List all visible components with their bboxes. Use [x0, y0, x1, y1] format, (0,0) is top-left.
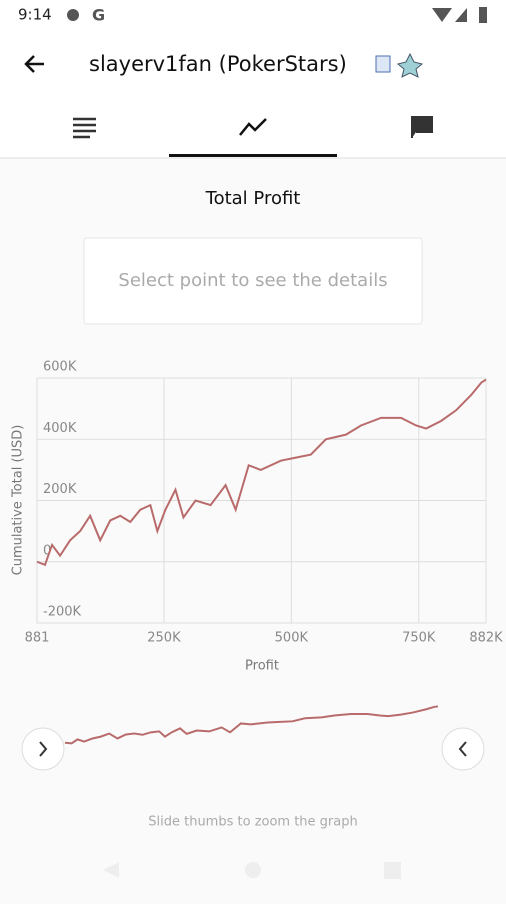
details-card [83, 237, 423, 325]
left-thumb[interactable] [21, 727, 65, 771]
status-time: 9:14 [18, 6, 52, 24]
y-tick-label: 0 [43, 543, 51, 558]
x-tick-label: 500K [275, 631, 309, 646]
star-icon[interactable] [396, 52, 424, 78]
tab-indicator [169, 154, 337, 157]
y-tick-label: 400K [43, 421, 77, 436]
zoom-hint: Slide thumbs to zoom the graph [148, 815, 358, 830]
page-title: slayerv1fan (PokerStars) [89, 52, 347, 76]
battery-icon [479, 7, 487, 23]
x-tick-label: 250K [147, 631, 181, 646]
settings-icon [67, 9, 79, 21]
notes-icon[interactable] [375, 55, 391, 73]
app-bar [0, 0, 506, 158]
x-tick-label: 750K [402, 631, 436, 646]
navigator-line [64, 705, 439, 745]
nav-home[interactable] [245, 862, 261, 878]
x-tick-label: 882K [469, 631, 503, 646]
list-tab[interactable] [73, 117, 96, 139]
chart-title: Total Profit [205, 188, 301, 209]
right-thumb[interactable] [441, 727, 485, 771]
x-axis-label: Profit [245, 659, 279, 674]
nav-back[interactable] [103, 862, 119, 878]
profit-line [36, 378, 487, 567]
flag-tab[interactable] [411, 116, 433, 138]
graph-tab[interactable] [239, 118, 267, 136]
signal-icon [455, 8, 467, 22]
back-button[interactable] [24, 55, 44, 73]
thumb-arrow [39, 741, 48, 757]
wifi-icon [432, 8, 452, 22]
nav-recents[interactable] [384, 862, 401, 879]
y-tick-label: 200K [43, 482, 77, 497]
thumb-arrow [458, 741, 467, 757]
google-icon: G [92, 6, 105, 25]
y-tick-label: -200K [43, 605, 82, 620]
details-placeholder: Select point to see the details [118, 270, 387, 291]
x-tick-label: 881 [25, 631, 50, 646]
y-tick-label: 600K [43, 360, 77, 375]
y-axis-label: Cumulative Total (USD) [11, 425, 26, 576]
